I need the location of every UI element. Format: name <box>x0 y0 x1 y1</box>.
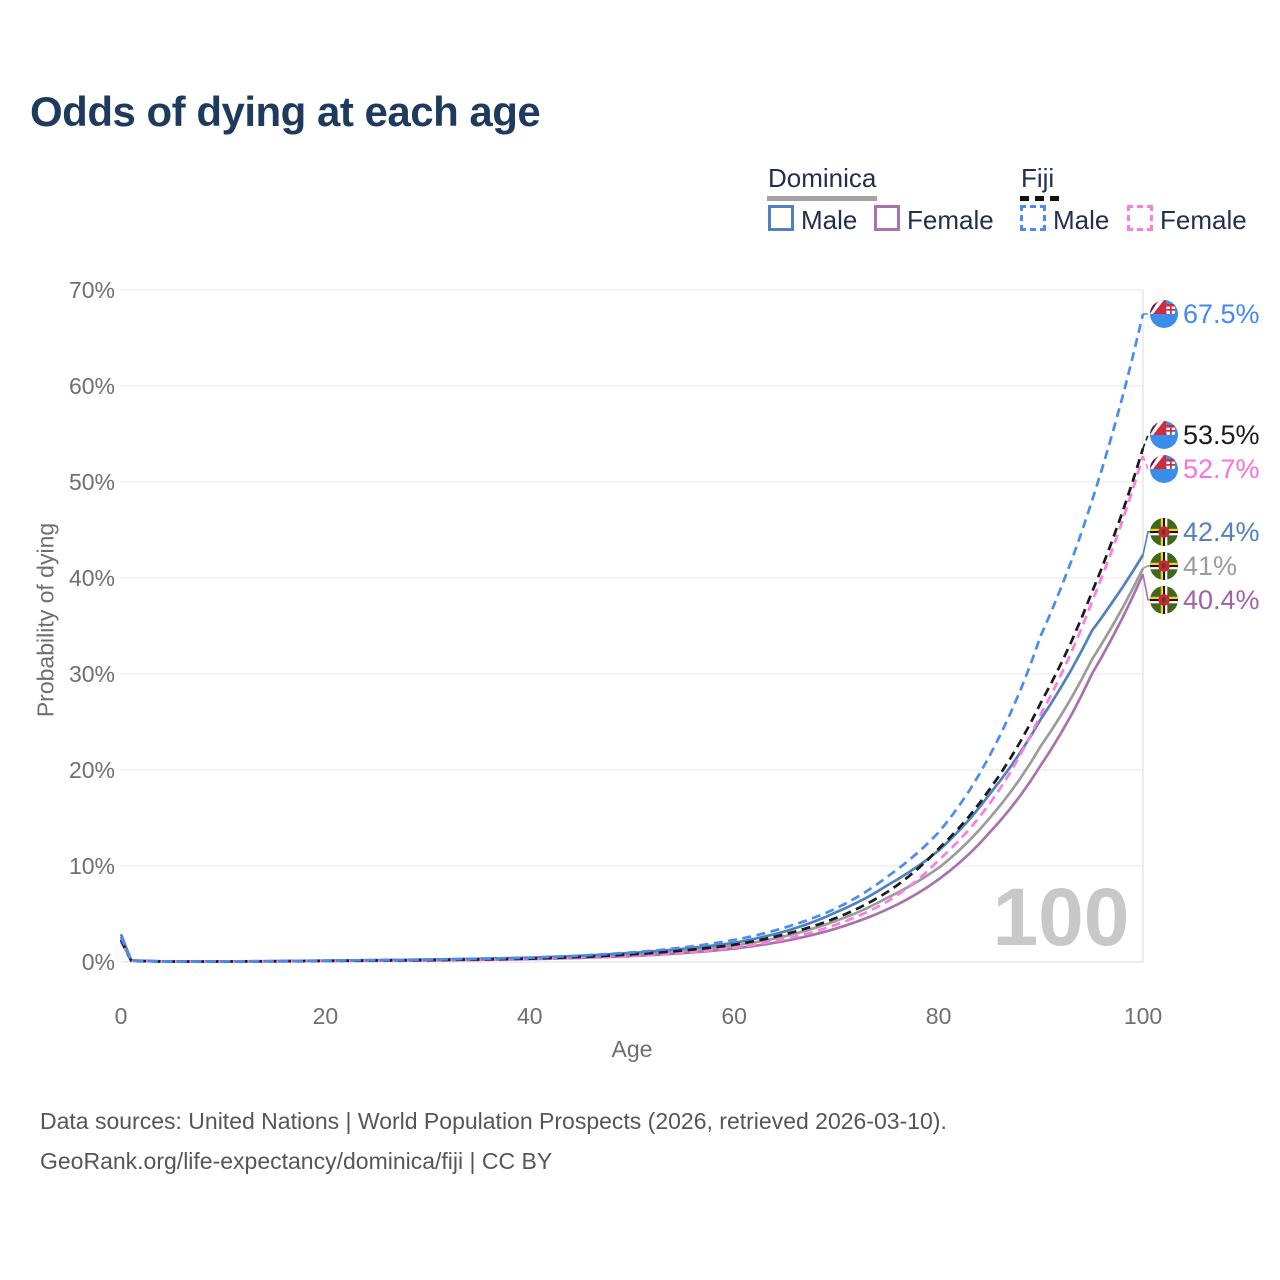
svg-text:80: 80 <box>926 1003 952 1029</box>
svg-text:0%: 0% <box>82 949 115 975</box>
end-value: 53.5% <box>1183 419 1260 450</box>
end-value: 41% <box>1183 550 1238 581</box>
svg-text:60%: 60% <box>69 373 115 399</box>
end-label-fiji-male: 67.5% <box>1150 299 1260 329</box>
svg-text:100: 100 <box>1124 1003 1162 1029</box>
legend-dominica-line-sample <box>767 196 877 201</box>
end-value: 67.5% <box>1183 298 1260 329</box>
fiji-flag-icon <box>1150 300 1178 328</box>
svg-text:0: 0 <box>115 1003 128 1029</box>
legend-swatch-fiji-male[interactable] <box>1020 205 1046 231</box>
dominica-flag-icon <box>1150 552 1178 580</box>
gridlines <box>121 289 1144 963</box>
curve-dominica-female <box>119 573 1145 963</box>
end-value: 42.4% <box>1183 516 1260 547</box>
curve-dominica-total <box>119 567 1145 963</box>
hover-age-watermark: 100 <box>993 872 1130 963</box>
footer-data-sources: Data sources: United Nations | World Pop… <box>40 1108 947 1134</box>
x-axis-title: Age <box>611 1036 653 1062</box>
end-value: 40.4% <box>1183 584 1260 615</box>
curve-dominica-male <box>119 554 1145 963</box>
legend-label-dominica-male[interactable]: Male <box>801 205 858 235</box>
end-label-dominica-total: 41% <box>1150 551 1237 581</box>
end-value: 52.7% <box>1183 453 1260 484</box>
y-axis-title: Probability of dying <box>32 522 59 718</box>
svg-text:20%: 20% <box>69 757 115 783</box>
legend-group-dominica-title: Dominica <box>768 163 877 193</box>
legend-label-dominica-female[interactable]: Female <box>907 205 994 235</box>
end-label-dominica-male: 42.4% <box>1150 517 1260 547</box>
svg-text:40%: 40% <box>69 565 115 591</box>
legend-fiji-line-sample <box>1020 196 1060 201</box>
legend-label-fiji-female[interactable]: Female <box>1160 205 1247 235</box>
svg-text:30%: 30% <box>69 661 115 687</box>
curve-fiji-male <box>119 313 1145 963</box>
end-label-fiji-total: 53.5% <box>1150 420 1260 450</box>
legend-swatch-dominica-female[interactable] <box>874 205 900 231</box>
page-title: Odds of dying at each age <box>30 88 541 135</box>
svg-text:50%: 50% <box>69 469 115 495</box>
x-axis-ticks: 0 20 40 60 80 100 <box>115 1003 1163 1029</box>
y-axis-ticks: 0% 10% 20% 30% 40% 50% 60% 70% <box>69 277 115 975</box>
footer-attribution: GeoRank.org/life-expectancy/dominica/fij… <box>40 1148 553 1174</box>
curve-fiji-total <box>119 447 1145 963</box>
svg-text:60: 60 <box>721 1003 747 1029</box>
fiji-flag-icon <box>1150 421 1178 449</box>
legend-swatch-fiji-female[interactable] <box>1127 205 1153 231</box>
dominica-flag-icon <box>1150 518 1178 546</box>
series-curves <box>119 313 1145 963</box>
legend-swatch-dominica-male[interactable] <box>768 205 794 231</box>
svg-text:40: 40 <box>517 1003 543 1029</box>
dominica-flag-icon <box>1150 586 1178 614</box>
end-label-fiji-female: 52.7% <box>1150 454 1260 484</box>
legend-group-fiji-title: Fiji <box>1021 163 1055 193</box>
legend-label-fiji-male[interactable]: Male <box>1053 205 1110 235</box>
curve-fiji-female <box>119 455 1145 963</box>
svg-text:70%: 70% <box>69 277 115 303</box>
svg-text:20: 20 <box>313 1003 339 1029</box>
svg-text:10%: 10% <box>69 853 115 879</box>
end-label-dominica-female: 40.4% <box>1150 585 1260 615</box>
fiji-flag-icon <box>1150 455 1178 483</box>
